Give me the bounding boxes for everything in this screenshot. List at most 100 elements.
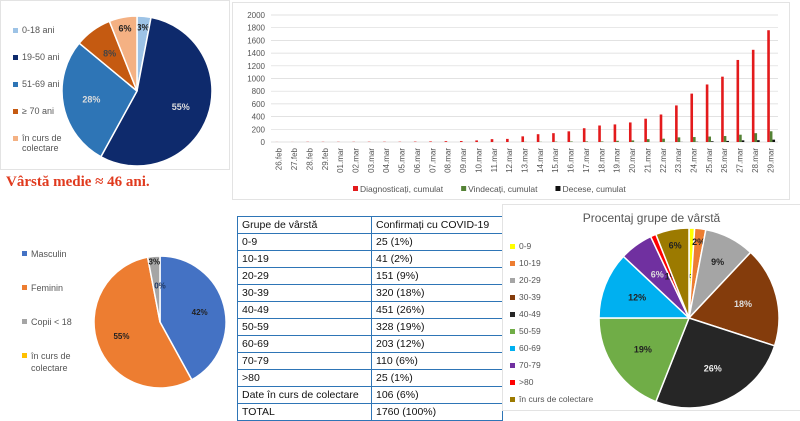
x-tick-label: 14.mar [536, 148, 545, 173]
bar [647, 139, 650, 142]
legend-label: Vindecați, cumulat [468, 184, 538, 194]
y-tick-label: 600 [252, 100, 266, 109]
bar [568, 131, 571, 142]
table-cell: 1760 (100%) [372, 404, 503, 421]
x-tick-label: 28.mar [751, 148, 760, 173]
table-cell: 25 (1%) [372, 234, 503, 251]
bar [752, 50, 755, 142]
y-tick-label: 1800 [247, 24, 265, 33]
bar [708, 137, 711, 142]
bar [662, 139, 665, 142]
data-label: 42% [192, 308, 208, 317]
data-label: 55% [113, 332, 129, 341]
bar [660, 115, 663, 142]
table-cell: 451 (26%) [372, 302, 503, 319]
data-label: 26% [704, 363, 722, 373]
bar [598, 125, 601, 142]
data-label: 3% [149, 258, 161, 267]
bar [585, 141, 588, 142]
legend-label: Decese, cumulat [562, 184, 626, 194]
table-cell: 25 (1%) [372, 370, 503, 387]
bar [614, 124, 617, 142]
x-tick-label: 20.mar [628, 148, 637, 173]
legend-swatch-icon [461, 186, 466, 191]
age-percent-pie-chart: 1%2%9%18%26%19%12%6%1%6% [503, 205, 800, 410]
data-label: 28% [82, 95, 100, 105]
x-tick-label: 28.feb [305, 147, 314, 170]
x-tick-label: 24.mar [690, 148, 699, 173]
table-cell: 40-49 [238, 302, 372, 319]
x-tick-label: 17.mar [582, 148, 591, 173]
data-label: 18% [734, 299, 752, 309]
sex-pie-chart: 42%55%3%0% [0, 214, 235, 410]
bar [693, 137, 696, 142]
table-cell: 20-29 [238, 268, 372, 285]
data-label: 8% [103, 48, 116, 58]
y-tick-label: 200 [252, 125, 266, 134]
table-cell: 328 (19%) [372, 319, 503, 336]
x-tick-label: 13.mar [521, 148, 530, 173]
bar [552, 133, 555, 142]
table-cell: 10-19 [238, 251, 372, 268]
x-tick-label: 04.mar [382, 148, 391, 173]
bar [678, 137, 681, 142]
bar [770, 131, 773, 142]
bar [506, 139, 509, 142]
legend-label: Diagnosticați, cumulat [360, 184, 444, 194]
bar [754, 133, 757, 142]
table-cell: 60-69 [238, 336, 372, 353]
x-tick-label: 07.mar [428, 148, 437, 173]
bar [445, 141, 448, 142]
bar [737, 60, 740, 142]
data-label: 55% [172, 102, 190, 112]
x-tick-label: 27.mar [736, 148, 745, 173]
x-tick-label: 26.mar [720, 148, 729, 173]
bar [711, 141, 714, 142]
x-tick-label: 06.mar [413, 148, 422, 173]
bar [616, 141, 619, 142]
x-tick-label: 22.mar [659, 148, 668, 173]
y-tick-label: 1000 [247, 75, 265, 84]
y-tick-label: 400 [252, 113, 266, 122]
x-tick-label: 29.mar [766, 148, 775, 173]
table-cell: 320 (18%) [372, 285, 503, 302]
x-tick-label: 18.mar [597, 148, 606, 173]
bar [475, 140, 478, 142]
x-tick-label: 23.mar [674, 148, 683, 173]
data-label: 12% [628, 292, 646, 302]
data-label: 19% [634, 344, 652, 354]
bar [521, 136, 524, 142]
x-tick-label: 19.mar [613, 148, 622, 173]
bar [690, 94, 693, 142]
x-tick-label: 16.mar [567, 148, 576, 173]
average-age-text: Vârstă medie ≈ 46 ani. [6, 174, 150, 191]
x-tick-label: 11.mar [490, 148, 499, 173]
data-label: 9% [711, 257, 724, 267]
y-tick-label: 1600 [247, 36, 265, 45]
cumulative-bar-chart: 020040060080010001200140016001800200026.… [233, 3, 789, 199]
x-tick-label: 01.mar [336, 148, 345, 173]
x-tick-label: 09.mar [459, 148, 468, 173]
table-cell: Confirmați cu COVID-19 [372, 217, 503, 234]
bar [601, 141, 604, 142]
bar [706, 84, 709, 142]
bar [632, 140, 635, 142]
table-cell: 41 (2%) [372, 251, 503, 268]
bar [583, 128, 586, 142]
x-tick-label: 02.mar [352, 148, 361, 173]
table-cell: Date în curs de colectare [238, 387, 372, 404]
data-label: 3% [136, 23, 149, 33]
y-tick-label: 0 [261, 138, 266, 147]
x-tick-label: 08.mar [444, 148, 453, 173]
